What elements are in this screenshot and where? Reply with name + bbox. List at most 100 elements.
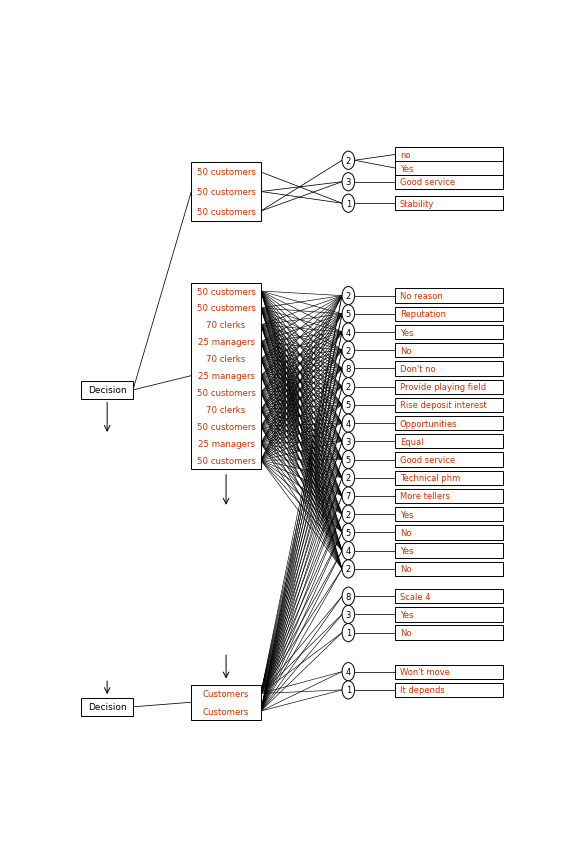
Circle shape: [342, 624, 354, 642]
FancyBboxPatch shape: [395, 453, 503, 468]
Text: 50 customers: 50 customers: [197, 304, 255, 313]
Text: Technical phm: Technical phm: [400, 473, 460, 483]
Text: 5: 5: [346, 528, 351, 538]
FancyBboxPatch shape: [191, 163, 261, 221]
Circle shape: [342, 306, 354, 323]
Text: 25 managers: 25 managers: [197, 338, 255, 347]
Text: Decision: Decision: [88, 702, 126, 711]
FancyBboxPatch shape: [395, 326, 503, 340]
FancyBboxPatch shape: [395, 307, 503, 322]
Circle shape: [342, 414, 354, 433]
FancyBboxPatch shape: [395, 162, 503, 176]
Text: Yes: Yes: [400, 328, 413, 337]
Text: 70 clerks: 70 clerks: [207, 354, 245, 364]
Text: 50 customers: 50 customers: [197, 187, 255, 197]
Text: 50 customers: 50 customers: [197, 422, 255, 431]
FancyBboxPatch shape: [395, 176, 503, 190]
Circle shape: [342, 152, 354, 170]
Circle shape: [342, 469, 354, 487]
FancyBboxPatch shape: [395, 344, 503, 358]
Text: 50 customers: 50 customers: [197, 388, 255, 398]
Text: No: No: [400, 528, 412, 538]
Circle shape: [342, 681, 354, 699]
Text: Yes: Yes: [400, 510, 413, 519]
Text: Yes: Yes: [400, 547, 413, 555]
FancyBboxPatch shape: [395, 562, 503, 576]
Text: 4: 4: [346, 419, 351, 428]
Text: Yes: Yes: [400, 610, 413, 619]
Text: 4: 4: [346, 328, 351, 337]
Text: 1: 1: [346, 685, 351, 695]
Circle shape: [342, 323, 354, 342]
Text: Equal: Equal: [400, 437, 423, 446]
Text: 50 customers: 50 customers: [197, 168, 255, 177]
Text: 1: 1: [346, 199, 351, 208]
Text: Customers: Customers: [203, 690, 249, 698]
FancyBboxPatch shape: [395, 289, 503, 303]
Text: Don't no: Don't no: [400, 365, 435, 374]
Text: 5: 5: [346, 456, 351, 464]
Text: Won't move: Won't move: [400, 668, 450, 676]
FancyBboxPatch shape: [395, 526, 503, 540]
Circle shape: [342, 542, 354, 560]
Circle shape: [342, 287, 354, 306]
FancyBboxPatch shape: [395, 398, 503, 413]
Text: 2: 2: [346, 473, 351, 483]
Text: 7: 7: [346, 492, 351, 500]
Text: 50 customers: 50 customers: [197, 287, 255, 296]
Text: 8: 8: [346, 592, 351, 601]
Text: 50 customers: 50 customers: [197, 208, 255, 216]
Circle shape: [342, 606, 354, 624]
Text: 5: 5: [346, 401, 351, 410]
Text: 2: 2: [346, 382, 351, 392]
Circle shape: [342, 195, 354, 213]
FancyBboxPatch shape: [395, 544, 503, 558]
FancyBboxPatch shape: [395, 380, 503, 394]
Text: Customers: Customers: [203, 706, 249, 716]
Text: 70 clerks: 70 clerks: [207, 405, 245, 414]
Circle shape: [342, 663, 354, 681]
Text: 8: 8: [346, 365, 351, 374]
Text: 3: 3: [346, 178, 351, 187]
Text: More tellers: More tellers: [400, 492, 450, 500]
FancyBboxPatch shape: [395, 148, 503, 162]
Circle shape: [342, 451, 354, 469]
FancyBboxPatch shape: [191, 684, 261, 720]
Text: No reason: No reason: [400, 292, 443, 300]
Text: 2: 2: [346, 157, 351, 165]
Circle shape: [342, 378, 354, 397]
FancyBboxPatch shape: [395, 435, 503, 449]
Text: 3: 3: [346, 437, 351, 446]
Text: Decision: Decision: [88, 386, 126, 395]
Text: Good service: Good service: [400, 178, 455, 187]
FancyBboxPatch shape: [395, 625, 503, 640]
Text: Rise deposit interest: Rise deposit interest: [400, 401, 487, 410]
Text: no: no: [400, 151, 411, 160]
FancyBboxPatch shape: [81, 381, 133, 399]
Text: Yes: Yes: [400, 165, 413, 173]
Text: 2: 2: [346, 565, 351, 574]
Text: Provide playing field: Provide playing field: [400, 382, 486, 392]
FancyBboxPatch shape: [81, 698, 133, 716]
Circle shape: [342, 487, 354, 506]
Text: No: No: [400, 346, 412, 355]
FancyBboxPatch shape: [395, 683, 503, 697]
Text: 5: 5: [346, 310, 351, 319]
Text: 4: 4: [346, 668, 351, 676]
Text: No: No: [400, 629, 412, 637]
Text: 25 managers: 25 managers: [197, 371, 255, 381]
FancyBboxPatch shape: [395, 416, 503, 430]
Text: 25 managers: 25 managers: [197, 439, 255, 448]
Text: Stability: Stability: [400, 199, 434, 208]
FancyBboxPatch shape: [191, 284, 261, 469]
Text: 2: 2: [346, 346, 351, 355]
Text: Reputation: Reputation: [400, 310, 446, 319]
FancyBboxPatch shape: [395, 197, 503, 211]
Text: No: No: [400, 565, 412, 574]
Text: Scale 4: Scale 4: [400, 592, 430, 601]
FancyBboxPatch shape: [395, 589, 503, 603]
Circle shape: [342, 342, 354, 360]
Circle shape: [342, 173, 354, 192]
Circle shape: [342, 506, 354, 523]
Text: 2: 2: [346, 510, 351, 519]
